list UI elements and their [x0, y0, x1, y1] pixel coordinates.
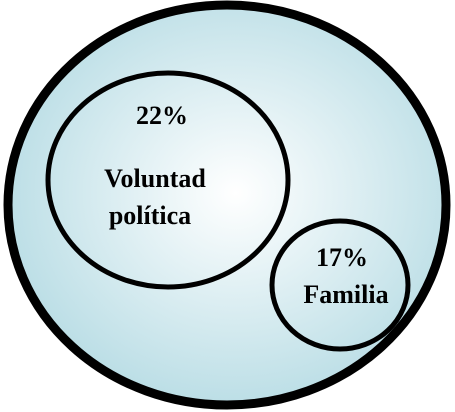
circle-1-percent: 22% — [136, 101, 188, 130]
circle-familia — [269, 218, 411, 352]
circle-2-percent: 17% — [316, 243, 368, 272]
circle-1-label-line1: Voluntad — [104, 164, 206, 193]
outer-circle — [3, 0, 451, 410]
circle-1-label-line2: política — [109, 201, 191, 230]
circle-voluntad-politica — [45, 70, 291, 290]
circle-2-label-line1: Familia — [303, 280, 388, 309]
